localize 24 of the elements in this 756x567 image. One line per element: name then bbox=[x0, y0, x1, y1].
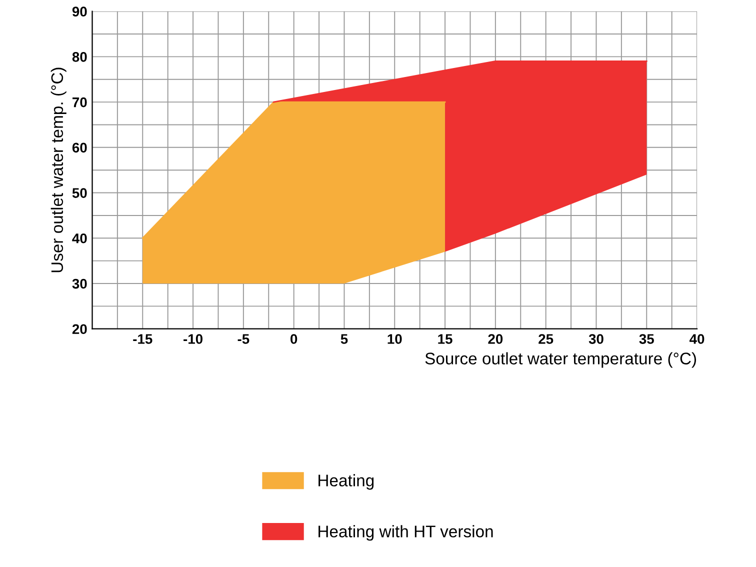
x-tick-label: 5 bbox=[340, 334, 348, 344]
y-tick-label: 80 bbox=[72, 52, 87, 62]
x-axis-title: Source outlet water temperature (°C) bbox=[425, 352, 696, 368]
legend-label: Heating with HT version bbox=[318, 525, 493, 541]
y-tick-label: 90 bbox=[72, 6, 87, 17]
x-tick-label: -15 bbox=[133, 334, 152, 344]
y-tick-label: 70 bbox=[72, 97, 87, 108]
x-tick-label: 40 bbox=[690, 334, 704, 344]
y-tick-label: 20 bbox=[72, 324, 87, 334]
x-tick-label: 35 bbox=[639, 334, 654, 344]
x-tick-label: 25 bbox=[538, 334, 554, 344]
y-tick-label: 60 bbox=[72, 142, 87, 153]
x-tick-label: 0 bbox=[290, 334, 298, 344]
x-tick-label: -5 bbox=[238, 334, 250, 344]
legend-label: Heating bbox=[318, 474, 374, 490]
x-tick-label: 30 bbox=[588, 334, 604, 344]
x-tick-label: -10 bbox=[184, 334, 202, 344]
x-tick-label: 10 bbox=[388, 334, 402, 344]
y-tick-label: 40 bbox=[72, 233, 87, 244]
y-axis-title: User outlet water temp. (°C) bbox=[50, 68, 66, 272]
x-tick-label: 15 bbox=[438, 334, 452, 344]
y-tick-label: 50 bbox=[72, 188, 87, 198]
x-tick-label: 20 bbox=[488, 334, 503, 344]
y-tick-label: 30 bbox=[72, 278, 87, 289]
